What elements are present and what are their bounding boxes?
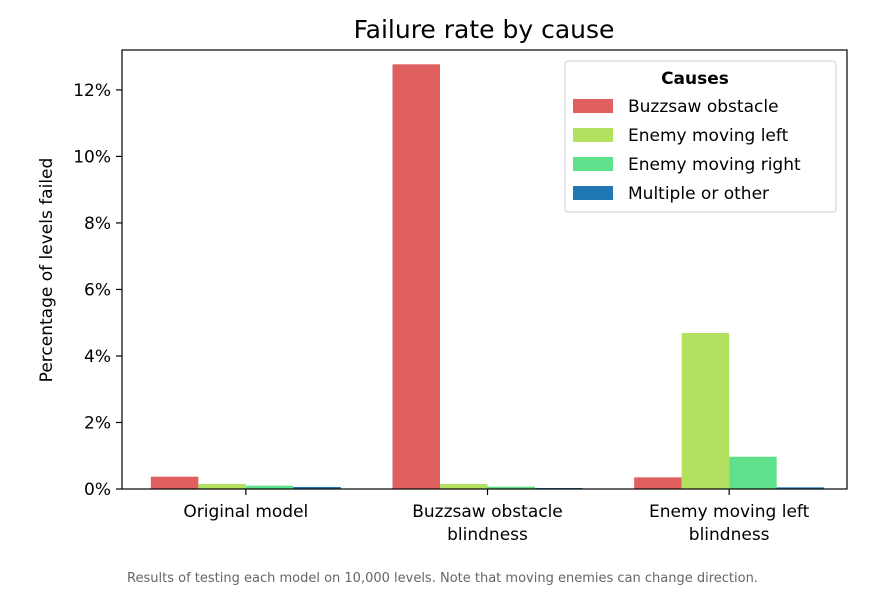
- y-tick-label: 12%: [73, 81, 111, 101]
- bar-multiple-or-other: [293, 487, 341, 489]
- x-tick-label: blindness: [447, 525, 528, 545]
- x-tick-label: Buzzsaw obstacle: [412, 502, 563, 522]
- bars-group: [150, 64, 825, 490]
- y-tick-label: 6%: [84, 280, 111, 300]
- legend: Causes Buzzsaw obstacle Enemy moving left E…: [564, 60, 837, 213]
- bar-buzzsaw-obstacle: [634, 477, 682, 489]
- legend-label: Enemy moving right: [628, 155, 801, 175]
- x-tick-label: blindness: [689, 525, 770, 545]
- failure-rate-chart: Failure rate by cause Percentage of leve…: [37, 15, 848, 545]
- plot-area-frame: [121, 49, 848, 490]
- y-axis: 0% 2% 4% 6% 8% 10% 12%: [73, 81, 122, 500]
- chart-title: Failure rate by cause: [354, 15, 615, 44]
- bar-enemy-moving-left: [440, 484, 488, 489]
- y-tick-label: 4%: [84, 347, 111, 367]
- bar-buzzsaw-obstacle: [150, 476, 199, 489]
- x-tick-label: Original model: [183, 502, 308, 522]
- legend-title: Causes: [661, 69, 729, 89]
- legend-label: Enemy moving left: [628, 126, 789, 146]
- bar-enemy-moving-left: [198, 484, 246, 489]
- y-axis-label: Percentage of levels failed: [37, 158, 57, 383]
- bar-enemy-moving-right: [487, 486, 535, 489]
- bar-enemy-moving-right: [245, 485, 294, 489]
- y-tick-label: 8%: [84, 214, 111, 234]
- legend-frame: [564, 60, 837, 213]
- y-tick-label: 2%: [84, 413, 111, 433]
- x-tick-label: Enemy moving left: [649, 502, 810, 522]
- legend-swatch: [573, 186, 613, 200]
- figure-caption: Results of testing each model on 10,000 …: [127, 571, 758, 586]
- y-tick-label: 10%: [73, 147, 111, 167]
- legend-swatch: [573, 128, 613, 142]
- bar-multiple-or-other: [776, 487, 825, 489]
- x-axis: Original model Buzzsaw obstacle blindness E…: [183, 489, 810, 545]
- legend-swatch: [573, 99, 613, 113]
- bar-enemy-moving-right: [729, 456, 777, 489]
- bar-enemy-moving-left: [681, 333, 730, 489]
- bar-buzzsaw-obstacle: [392, 64, 440, 490]
- legend-label: Multiple or other: [628, 184, 769, 204]
- y-tick-label: 0%: [84, 480, 111, 500]
- legend-swatch: [573, 157, 613, 171]
- legend-label: Buzzsaw obstacle: [628, 97, 779, 117]
